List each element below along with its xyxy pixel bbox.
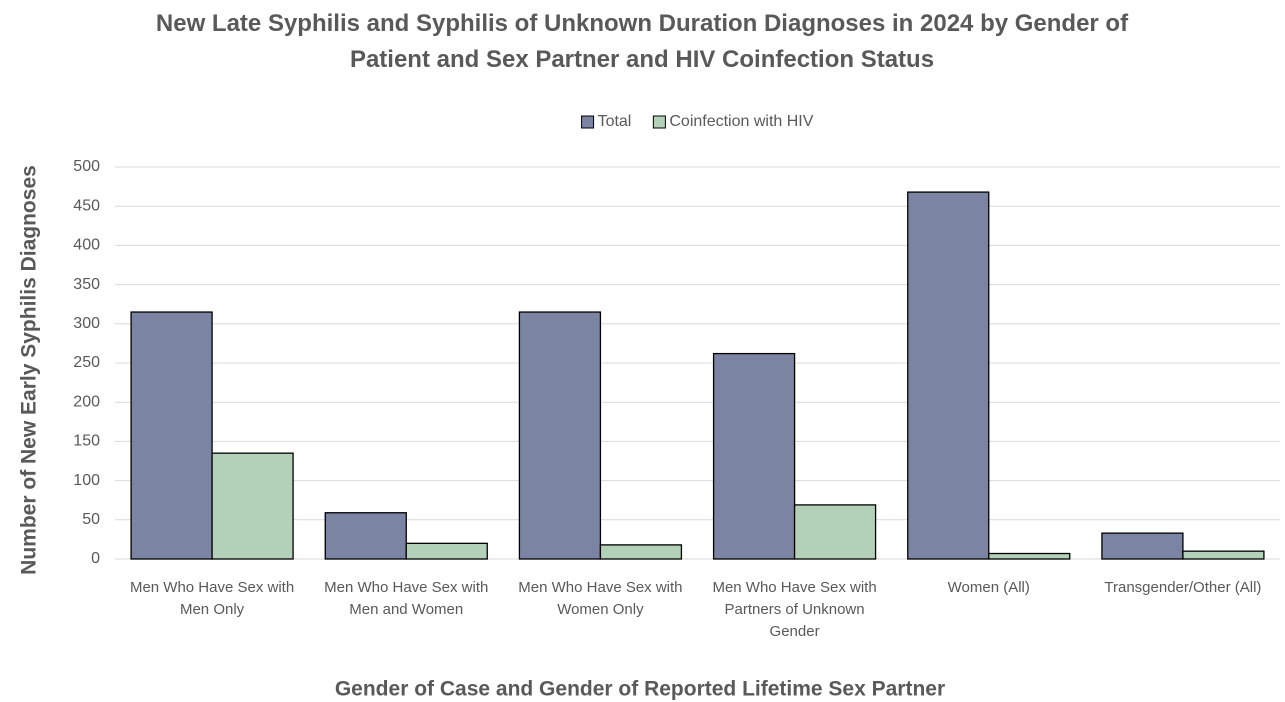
bar [907, 191, 990, 560]
y-tick-label: 500 [73, 158, 100, 175]
chart-title: New Late Syphilis and Syphilis of Unknow… [155, 10, 1129, 73]
y-tick-label: 400 [73, 237, 100, 254]
bar [211, 452, 294, 560]
y-tick-label: 250 [73, 354, 100, 371]
bar [712, 352, 796, 560]
y-tick-label: 300 [73, 315, 100, 332]
bar [1182, 550, 1265, 560]
bar [1101, 532, 1184, 560]
legend-label: Coinfection with HIV [669, 113, 813, 130]
x-tick-label: Men Who Have Sex with Men and Women [324, 579, 489, 618]
x-tick-label: Men Who Have Sex with Men Only [129, 579, 295, 618]
legend-swatch [581, 115, 595, 129]
x-axis-title: Gender of Case and Gender of Reported Li… [335, 678, 945, 701]
bar [518, 311, 602, 560]
bar [599, 544, 683, 560]
y-tick-label: 350 [73, 276, 100, 293]
legend-swatch [652, 115, 666, 129]
y-tick-label: 150 [73, 433, 100, 450]
x-tick-label: Women (All) [947, 579, 1030, 596]
bar [130, 311, 213, 560]
y-tick-label: 50 [82, 511, 100, 528]
bar [988, 552, 1071, 560]
legend-label: Total [598, 113, 632, 130]
bar [793, 504, 877, 560]
x-tick-label: Men Who Have Sex with Partners of Unknow… [712, 579, 877, 640]
y-tick-label: 0 [91, 550, 100, 567]
bar [324, 512, 407, 560]
x-tick-label: Men Who Have Sex with Women Only [518, 579, 683, 618]
x-tick-label: Transgender/Other (All) [1104, 579, 1262, 596]
y-tick-label: 200 [73, 393, 100, 410]
y-tick-label: 450 [73, 197, 100, 214]
bar [405, 542, 488, 560]
y-tick-label: 100 [73, 472, 100, 489]
y-axis-title: Number of New Early Syphilis Diagnoses [18, 165, 41, 575]
